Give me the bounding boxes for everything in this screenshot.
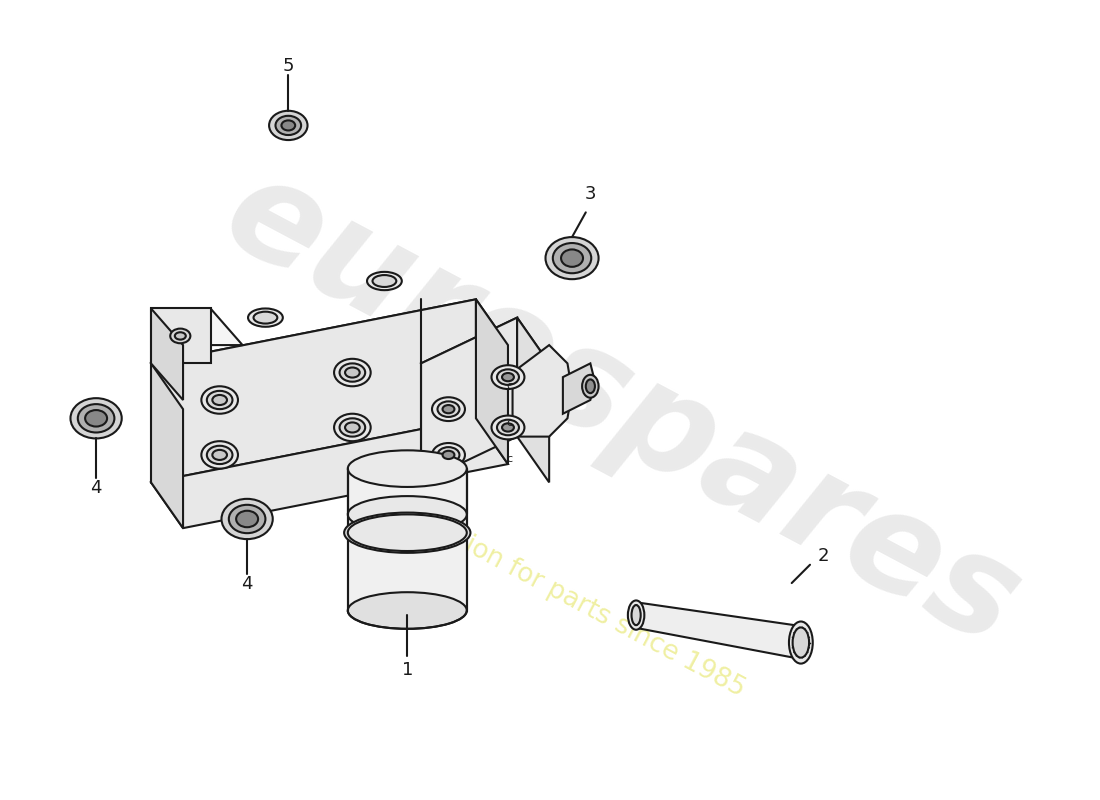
Polygon shape	[151, 299, 476, 482]
Ellipse shape	[348, 450, 466, 487]
Text: 2: 2	[818, 546, 829, 565]
Ellipse shape	[586, 379, 595, 393]
Ellipse shape	[502, 373, 514, 382]
Ellipse shape	[492, 366, 525, 389]
Polygon shape	[151, 309, 242, 345]
Ellipse shape	[497, 370, 519, 385]
Ellipse shape	[340, 363, 365, 382]
Ellipse shape	[175, 332, 186, 339]
Polygon shape	[151, 309, 210, 363]
Ellipse shape	[275, 116, 301, 135]
Ellipse shape	[334, 414, 371, 441]
Ellipse shape	[70, 398, 122, 438]
Ellipse shape	[85, 410, 107, 426]
Ellipse shape	[236, 510, 258, 527]
Ellipse shape	[432, 398, 465, 421]
Ellipse shape	[582, 375, 598, 398]
Text: 3: 3	[584, 185, 596, 203]
Ellipse shape	[207, 391, 232, 409]
Ellipse shape	[561, 250, 583, 267]
Ellipse shape	[78, 404, 114, 433]
Ellipse shape	[201, 441, 238, 469]
Polygon shape	[421, 318, 517, 482]
Ellipse shape	[438, 402, 460, 417]
Text: 1: 1	[402, 661, 412, 679]
Text: c: c	[507, 418, 513, 428]
Ellipse shape	[546, 237, 598, 279]
Text: c: c	[507, 382, 513, 391]
Ellipse shape	[340, 418, 365, 437]
Ellipse shape	[628, 601, 645, 630]
Ellipse shape	[789, 622, 813, 663]
Ellipse shape	[793, 627, 810, 658]
Ellipse shape	[334, 359, 371, 386]
Text: 4: 4	[241, 575, 253, 593]
Polygon shape	[476, 299, 508, 464]
Text: 4: 4	[90, 479, 102, 497]
Ellipse shape	[553, 243, 592, 274]
Ellipse shape	[348, 496, 466, 533]
Ellipse shape	[367, 272, 402, 290]
Ellipse shape	[248, 309, 283, 326]
Ellipse shape	[253, 312, 277, 323]
Ellipse shape	[170, 329, 190, 343]
Polygon shape	[563, 363, 595, 414]
Ellipse shape	[344, 513, 471, 553]
Polygon shape	[151, 309, 183, 400]
Text: a passion for parts since 1985: a passion for parts since 1985	[385, 492, 750, 702]
Text: eurospares: eurospares	[204, 143, 1042, 675]
Ellipse shape	[373, 275, 396, 287]
Ellipse shape	[282, 120, 295, 130]
Ellipse shape	[201, 386, 238, 414]
Text: 5: 5	[283, 57, 294, 75]
Polygon shape	[513, 345, 572, 437]
Polygon shape	[517, 318, 549, 482]
Ellipse shape	[212, 395, 227, 405]
Ellipse shape	[345, 367, 360, 378]
Ellipse shape	[497, 420, 519, 435]
Ellipse shape	[631, 605, 640, 625]
Ellipse shape	[442, 405, 454, 414]
Polygon shape	[151, 299, 508, 409]
Ellipse shape	[229, 505, 265, 533]
Ellipse shape	[438, 447, 460, 462]
Ellipse shape	[345, 422, 360, 433]
Ellipse shape	[492, 415, 525, 439]
Ellipse shape	[207, 446, 232, 464]
Text: c: c	[507, 454, 513, 465]
Polygon shape	[151, 363, 183, 528]
Ellipse shape	[432, 443, 465, 467]
Ellipse shape	[348, 514, 466, 551]
Ellipse shape	[442, 450, 454, 459]
Ellipse shape	[348, 592, 466, 629]
Ellipse shape	[221, 499, 273, 539]
Ellipse shape	[212, 450, 227, 460]
Polygon shape	[421, 318, 549, 409]
Ellipse shape	[502, 423, 514, 431]
Ellipse shape	[270, 110, 308, 140]
Polygon shape	[348, 469, 466, 610]
Polygon shape	[151, 418, 508, 528]
Polygon shape	[636, 602, 801, 659]
